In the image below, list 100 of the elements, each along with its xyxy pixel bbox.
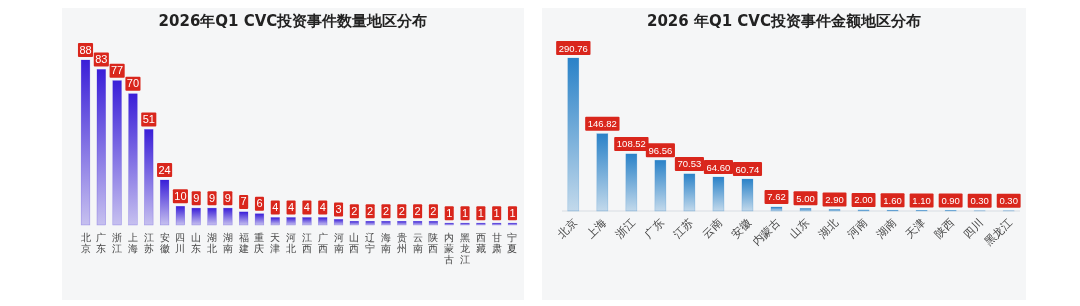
bar — [175, 206, 185, 226]
bar — [381, 221, 391, 226]
x-tick-label: 四川 — [175, 232, 186, 254]
x-tick-label: 河南 — [333, 232, 344, 254]
bar — [286, 217, 296, 226]
x-tick-label: 北京 — [554, 215, 580, 241]
x-tick-label: 西藏 — [475, 232, 486, 254]
data-label: 2 — [367, 204, 374, 217]
data-label: 9 — [224, 191, 231, 204]
data-label: 3 — [335, 202, 342, 215]
bar — [239, 211, 249, 226]
x-tick-label: 湖北 — [207, 232, 218, 254]
data-label: 1 — [509, 206, 516, 219]
x-tick-label: 辽宁 — [365, 232, 376, 254]
data-label: 1 — [461, 206, 469, 219]
data-label: 1 — [493, 206, 500, 219]
data-label: 51 — [142, 112, 155, 125]
bar — [625, 153, 638, 212]
x-tick-label: 云南 — [699, 215, 725, 241]
bar — [712, 176, 725, 212]
x-tick-label: 天津 — [902, 215, 928, 241]
bar — [96, 69, 106, 226]
data-label: 4 — [319, 201, 326, 213]
x-tick-label: 浙江 — [612, 215, 638, 241]
bar — [207, 207, 217, 226]
x-tick-label: 北京 — [80, 232, 91, 254]
bar — [428, 221, 439, 226]
data-label: 2 — [351, 204, 358, 217]
x-tick-label: 江苏 — [143, 232, 154, 254]
x-tick-label: 山西 — [349, 232, 360, 254]
bar — [144, 129, 154, 226]
data-label: 1.60 — [883, 194, 902, 206]
bar — [799, 208, 812, 212]
bar — [318, 217, 328, 226]
bar — [741, 178, 754, 212]
x-tick-label: 上海 — [583, 215, 609, 241]
data-label: 5.00 — [796, 192, 815, 204]
x-tick-label: 陕西 — [428, 232, 439, 254]
data-label: 70 — [126, 77, 140, 90]
bar — [223, 207, 233, 226]
data-label: 96.56 — [648, 144, 673, 156]
x-tick-label: 河南 — [844, 215, 870, 241]
bar — [333, 219, 344, 226]
data-label: 4 — [303, 201, 310, 213]
bar — [349, 221, 359, 226]
x-tick-label: 江苏 — [670, 215, 696, 241]
data-label: 1.10 — [912, 194, 931, 206]
chart-title: 2026 年Q1 CVC投资事件金额地区分布 — [646, 12, 922, 30]
data-label: 4 — [288, 201, 295, 213]
bar — [654, 159, 667, 212]
x-tick-label: 安徽 — [159, 232, 170, 254]
bar — [191, 207, 201, 226]
x-tick-label: 上海 — [127, 232, 138, 254]
data-label: 7 — [240, 195, 247, 208]
x-tick-label: 广东 — [96, 232, 107, 254]
x-tick-label: 云南 — [412, 232, 423, 254]
bar — [80, 59, 91, 226]
x-tick-label: 宁夏 — [507, 232, 518, 254]
bar — [683, 173, 696, 212]
data-label: 2 — [398, 204, 405, 217]
x-tick-label: 江西 — [301, 232, 312, 254]
x-tick-label: 山东 — [786, 215, 812, 241]
bar — [128, 93, 138, 226]
data-label: 88 — [79, 43, 92, 56]
bar — [770, 206, 783, 212]
x-tick-label: 湖南 — [222, 232, 233, 254]
data-label: 77 — [111, 64, 124, 77]
bar — [302, 217, 312, 226]
data-label: 2 — [382, 204, 390, 217]
data-label: 4 — [272, 201, 279, 213]
data-label: 70.53 — [677, 158, 702, 170]
data-label: 1 — [446, 206, 453, 219]
x-tick-label: 陕西 — [932, 215, 957, 241]
data-label: 0.30 — [970, 195, 989, 207]
x-tick-label: 河北 — [286, 232, 297, 254]
x-tick-label: 广西 — [317, 232, 328, 254]
data-label: 0.90 — [941, 195, 960, 207]
data-label: 2 — [430, 204, 437, 217]
data-label: 1 — [477, 206, 484, 219]
data-label: 24 — [158, 163, 171, 176]
bar — [596, 133, 609, 212]
data-label: 2.00 — [854, 194, 873, 206]
data-label: 60.74 — [735, 163, 760, 175]
data-label: 9 — [193, 191, 200, 204]
bar — [159, 179, 170, 226]
x-tick-label: 浙江 — [112, 232, 123, 254]
x-tick-label: 天津 — [270, 232, 281, 254]
x-tick-label: 黑龙江 — [460, 232, 471, 265]
data-label: 10 — [174, 189, 187, 202]
data-label: 0.30 — [999, 195, 1018, 207]
x-tick-label: 福建 — [237, 232, 249, 254]
data-label: 9 — [208, 191, 216, 204]
chart-title: 2026年Q1 CVC投资事件数量地区分布 — [158, 12, 428, 30]
bar — [112, 80, 122, 226]
x-tick-label: 贵州 — [396, 232, 407, 254]
bar — [397, 221, 407, 226]
bar — [270, 217, 280, 226]
x-tick-label: 黑龙江 — [982, 215, 1015, 249]
bar — [567, 57, 580, 212]
x-tick-label: 山东 — [191, 232, 202, 254]
